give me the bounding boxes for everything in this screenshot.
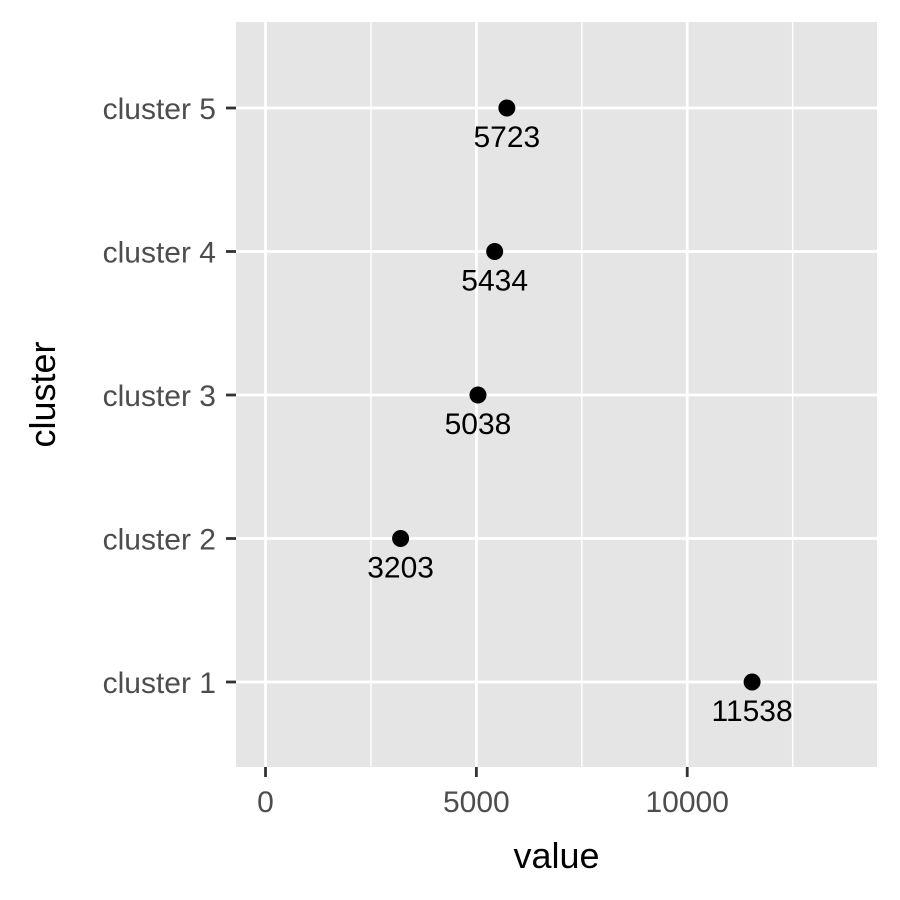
data-label: 5723 [473, 121, 540, 154]
x-axis: 0 5000 10000 [257, 767, 729, 819]
data-label: 11538 [711, 695, 792, 728]
x-tick-label: 5000 [443, 786, 510, 819]
data-label: 3203 [367, 552, 434, 585]
data-point [498, 99, 516, 117]
data-labels: 11538 3203 5038 5434 5723 [367, 121, 792, 728]
data-points [392, 99, 761, 691]
y-axis-title: cluster [22, 341, 63, 447]
x-axis-title: value [513, 835, 599, 876]
y-tick-label: cluster 3 [103, 380, 216, 413]
y-tick-label: cluster 5 [103, 93, 216, 126]
data-point [469, 386, 487, 404]
data-point [486, 243, 504, 260]
x-tick-label: 0 [257, 786, 274, 819]
data-label: 5038 [445, 408, 512, 441]
data-point [743, 673, 761, 691]
x-tick-label: 10000 [646, 786, 729, 819]
y-tick-label: cluster 2 [103, 524, 216, 557]
y-tick-label: cluster 4 [103, 237, 216, 270]
y-tick-label: cluster 1 [103, 667, 216, 700]
data-point [392, 530, 410, 547]
grid-major [236, 22, 877, 767]
data-label: 5434 [461, 265, 528, 298]
y-axis: cluster 1 cluster 2 cluster 3 cluster 4 clus… [103, 93, 236, 700]
